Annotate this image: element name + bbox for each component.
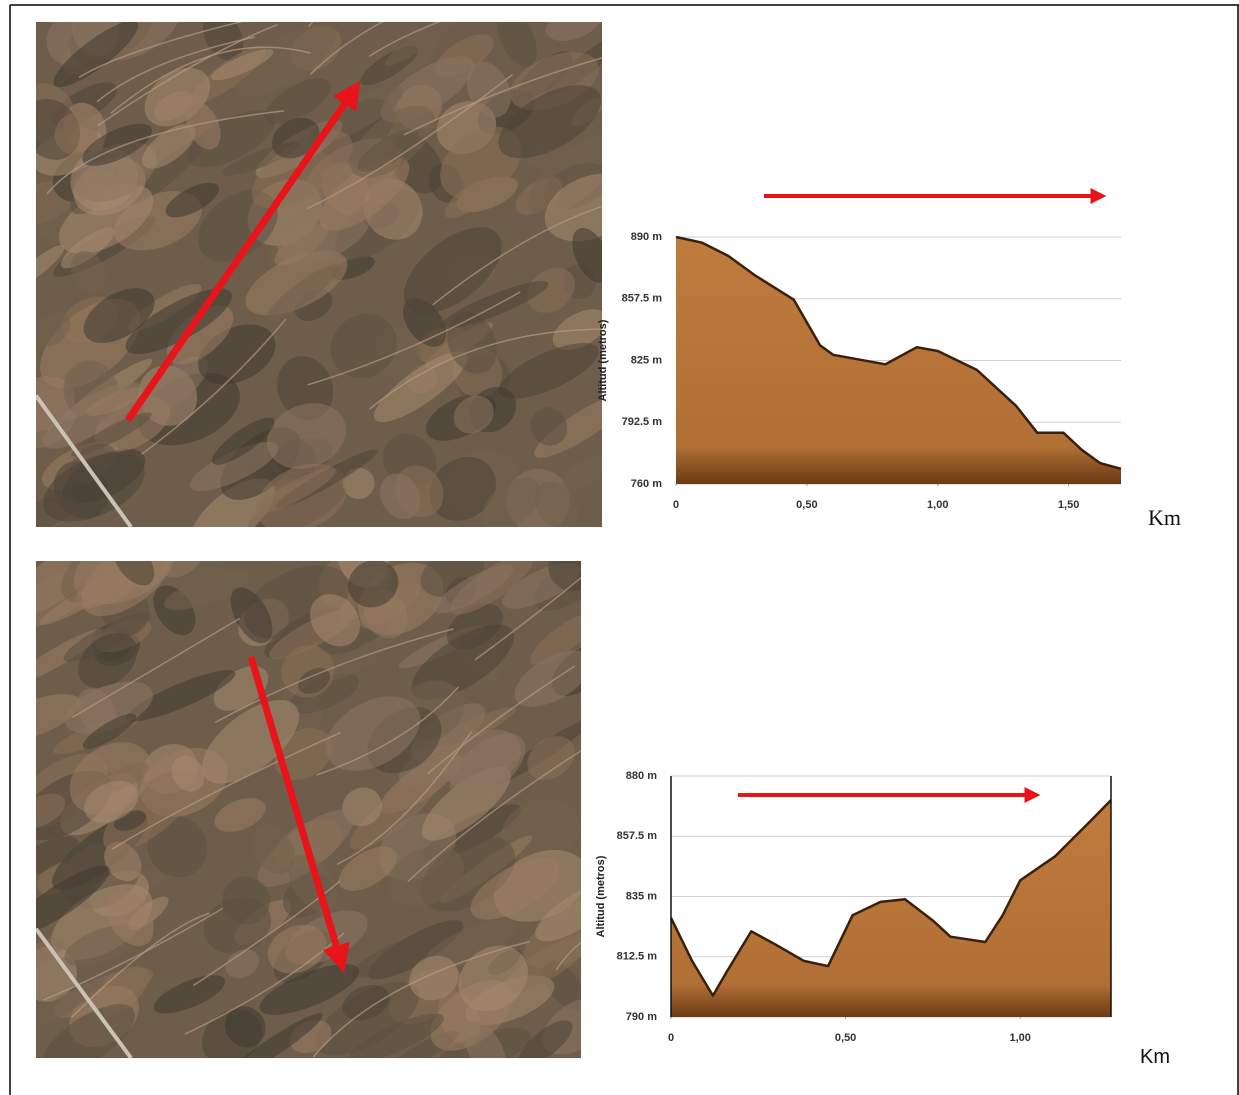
- elevation-chart: 760 m 792.5 m 825 m 857.5 m 890 m 0 0,50 1,00 1,…: [597, 231, 1181, 530]
- x-tick-label: 0: [673, 499, 679, 511]
- page: {"chart_data": [ {"type": "area", "y_lab…: [0, 0, 1239, 1095]
- elevation-chart: 790 m 812.5 m 835 m 857.5 m 880 m 0 0,50 1,00 Al…: [595, 770, 1170, 1068]
- y-axis-title: Altitud (metros): [597, 319, 609, 401]
- x-axis-title: Km: [1140, 1046, 1170, 1068]
- x-tick-label: 0: [668, 1032, 674, 1044]
- y-tick-label: 792.5 m: [622, 416, 663, 428]
- y-tick-label: 760 m: [631, 478, 662, 490]
- aerial-image: [0, 0, 646, 566]
- figure: 760 m 792.5 m 825 m 857.5 m 890 m 0 0,50 1,00 1,…: [0, 0, 1239, 1095]
- y-tick-label: 790 m: [626, 1011, 657, 1023]
- y-tick-label: 825 m: [631, 354, 662, 366]
- y-tick-label: 890 m: [631, 231, 662, 243]
- elevation-area: [671, 800, 1111, 1017]
- x-tick-label: 0,50: [835, 1032, 856, 1044]
- x-tick-label: 1,50: [1058, 499, 1079, 511]
- x-tick-label: 1,00: [927, 499, 948, 511]
- y-tick-label: 812.5 m: [617, 951, 658, 963]
- aerial-image: [0, 516, 768, 1088]
- y-tick-label: 880 m: [626, 770, 657, 782]
- y-tick-label: 857.5 m: [622, 293, 663, 305]
- y-tick-label: 835 m: [626, 890, 657, 902]
- y-tick-label: 857.5 m: [617, 830, 658, 842]
- x-axis-title: Km: [1148, 505, 1181, 530]
- y-axis-title: Altitud (metros): [595, 855, 607, 937]
- x-tick-label: 0,50: [796, 499, 817, 511]
- x-tick-label: 1,00: [1009, 1032, 1030, 1044]
